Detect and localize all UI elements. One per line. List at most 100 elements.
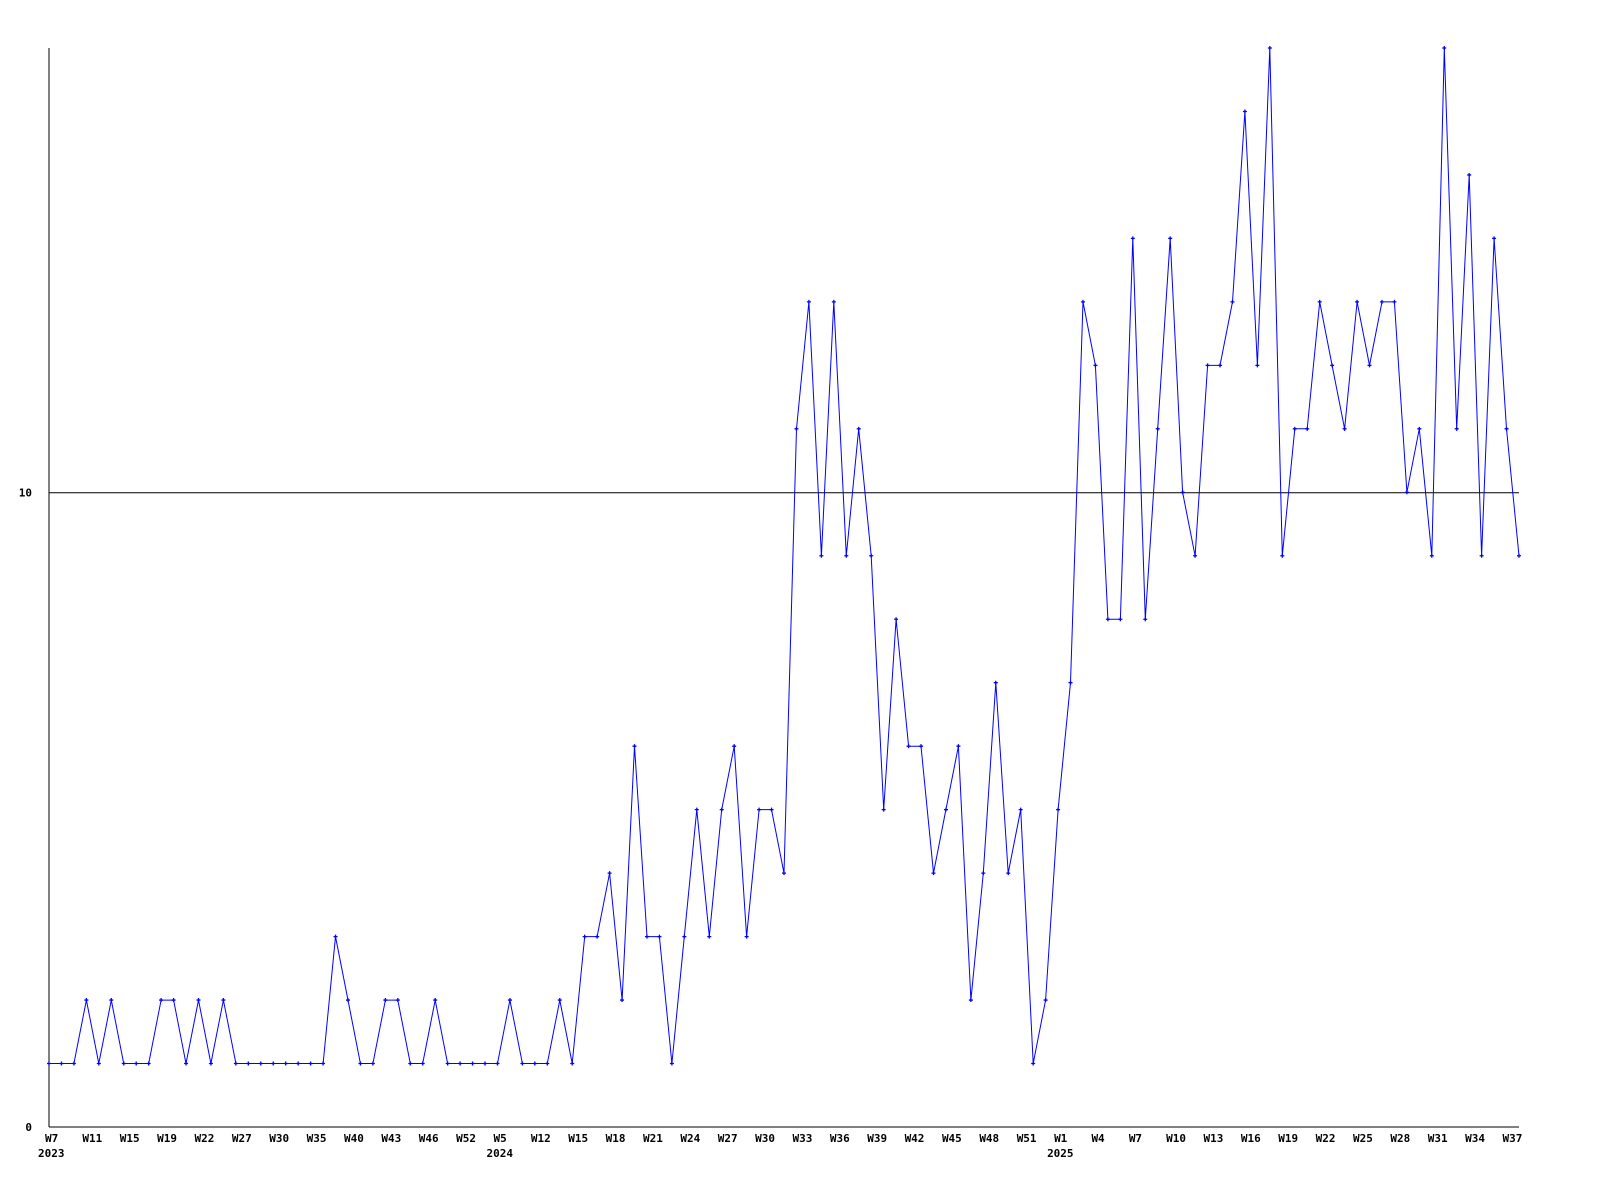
data-point	[470, 1061, 475, 1066]
x-tick-label: W5	[493, 1132, 506, 1145]
data-point	[171, 998, 176, 1003]
data-point	[520, 1061, 525, 1066]
x-tick-label: W15	[120, 1132, 140, 1145]
x-tick-label: W16	[1241, 1132, 1261, 1145]
x-tick-label: W28	[1390, 1132, 1410, 1145]
data-point	[358, 1061, 363, 1066]
x-tick-label: W35	[307, 1132, 327, 1145]
data-point	[557, 998, 562, 1003]
x-tick-label: W7	[45, 1132, 58, 1145]
data-point	[806, 299, 811, 304]
data-point	[1180, 490, 1185, 495]
data-point	[1504, 426, 1509, 431]
data-point	[495, 1061, 500, 1066]
data-point	[719, 807, 724, 812]
data-point	[321, 1061, 326, 1066]
data-point	[1342, 426, 1347, 431]
data-point	[694, 807, 699, 812]
x-tick-label: W12	[531, 1132, 551, 1145]
x-tick-label: W7	[1129, 1132, 1142, 1145]
data-point	[408, 1061, 413, 1066]
data-point	[1255, 363, 1260, 368]
data-point	[258, 1061, 263, 1066]
data-point	[1143, 617, 1148, 622]
data-point	[956, 744, 961, 749]
x-tick-label: W19	[157, 1132, 177, 1145]
series-layer	[47, 46, 1521, 1066]
x-tick-label: W34	[1465, 1132, 1485, 1145]
data-point	[1018, 807, 1023, 812]
data-point	[732, 744, 737, 749]
data-point	[184, 1061, 189, 1066]
x-tick-label: W45	[942, 1132, 962, 1145]
data-point	[1442, 46, 1447, 50]
x-tick-label: W22	[1316, 1132, 1336, 1145]
data-point	[1467, 172, 1472, 177]
data-point	[1267, 46, 1272, 50]
data-point	[744, 934, 749, 939]
year-label: 2024	[486, 1147, 513, 1160]
x-tick-label: W37	[1503, 1132, 1523, 1145]
data-point	[1080, 299, 1085, 304]
data-point	[395, 998, 400, 1003]
data-point	[383, 998, 388, 1003]
data-point	[943, 807, 948, 812]
year-label: 2025	[1047, 1147, 1074, 1160]
data-point	[1367, 363, 1372, 368]
x-tick-label: W31	[1428, 1132, 1448, 1145]
data-point	[370, 1061, 375, 1066]
x-tick-label: W13	[1204, 1132, 1224, 1145]
data-point	[570, 1061, 575, 1066]
data-point	[1355, 299, 1360, 304]
data-point	[1280, 553, 1285, 558]
data-point	[1105, 617, 1110, 622]
data-point	[445, 1061, 450, 1066]
x-tick-label: W30	[755, 1132, 775, 1145]
data-point	[221, 998, 226, 1003]
labels-layer: 0 10 W7 W11 W15 W19 W22 W27 W30 W35 W40 W43 W46 W52 W5…	[19, 486, 1523, 1160]
x-tick-label: W11	[82, 1132, 102, 1145]
axes-layer	[48, 48, 1519, 1128]
x-tick-label: W51	[1017, 1132, 1037, 1145]
x-tick-label: W36	[830, 1132, 850, 1145]
series-line	[49, 47, 1520, 1064]
x-tick-label: W42	[905, 1132, 925, 1145]
data-point	[869, 553, 874, 558]
data-point	[1517, 553, 1521, 558]
data-point	[1292, 426, 1297, 431]
data-point	[1404, 490, 1409, 495]
data-point	[919, 744, 924, 749]
data-point	[831, 299, 836, 304]
data-point	[1317, 299, 1322, 304]
x-tick-label: W4	[1091, 1132, 1105, 1145]
x-tick-label: W43	[381, 1132, 401, 1145]
data-point	[819, 553, 824, 558]
data-point	[59, 1061, 64, 1066]
data-point	[1230, 299, 1235, 304]
data-point	[757, 807, 762, 812]
data-point	[1242, 109, 1247, 114]
data-point	[707, 934, 712, 939]
x-tick-label: W1	[1054, 1132, 1068, 1145]
data-point	[545, 1061, 550, 1066]
data-point	[782, 871, 786, 876]
data-point	[1068, 680, 1073, 685]
data-point	[109, 998, 114, 1003]
data-point	[632, 744, 637, 749]
data-point	[1479, 553, 1484, 558]
data-point	[644, 934, 649, 939]
data-point	[296, 1061, 301, 1066]
x-tick-label: W21	[643, 1132, 663, 1145]
data-point	[1193, 553, 1198, 558]
data-point	[669, 1061, 674, 1066]
data-point	[906, 744, 911, 749]
x-tick-label: W19	[1278, 1132, 1298, 1145]
data-point	[1218, 363, 1223, 368]
data-point	[208, 1061, 213, 1066]
data-point	[71, 1061, 76, 1066]
data-point	[931, 871, 936, 876]
data-point	[146, 1061, 151, 1066]
x-tick-label: W52	[456, 1132, 476, 1145]
data-point	[333, 934, 338, 939]
